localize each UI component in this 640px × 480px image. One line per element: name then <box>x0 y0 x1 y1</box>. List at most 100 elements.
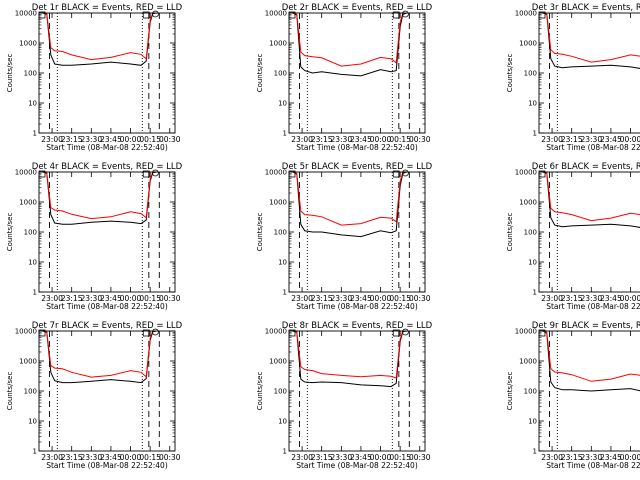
x-tick-label: 00:30 <box>159 135 181 144</box>
y-tick-label: 1 <box>533 289 537 297</box>
series-events-line <box>292 12 407 77</box>
series-lld-line <box>42 171 157 220</box>
y-tick-label: 10000 <box>265 10 287 18</box>
x-tick-label: 23:30 <box>330 135 352 144</box>
circle-marker <box>151 169 159 177</box>
x-tick-label: 23:45 <box>100 453 122 462</box>
y-axis-label: Counts/sec <box>506 213 514 252</box>
panel-title: Det 1r BLACK = Events, RED = LLD <box>32 3 183 13</box>
series-events-line <box>292 171 407 238</box>
x-tick-label: 23:15 <box>311 135 333 144</box>
x-tick-label: 23:30 <box>580 453 602 462</box>
series-lld-line <box>292 171 407 226</box>
plot-frame <box>288 171 426 293</box>
x-axis-label: Start Time (08-Mar-08 22:52:40) <box>46 143 168 152</box>
series-events-line <box>42 171 157 225</box>
x-tick-label: 23:15 <box>61 294 83 303</box>
y-tick-label: 1 <box>533 130 537 138</box>
x-tick-label: 23:30 <box>80 135 102 144</box>
x-tick-label: 00:00 <box>120 294 142 303</box>
panel-title: Det 3r BLACK = Events, RED = LLD <box>532 3 640 13</box>
x-tick-label: 00:00 <box>620 453 640 462</box>
y-tick-label: 10 <box>28 100 37 108</box>
y-axis-label: Counts/sec <box>6 54 14 93</box>
x-tick-label: 00:00 <box>620 135 640 144</box>
y-tick-label: 100 <box>524 388 537 396</box>
series-events-line <box>42 12 157 66</box>
panel-title: Det 6r BLACK = Events, RED = LLD <box>532 162 640 172</box>
y-tick-label: 100 <box>524 229 537 237</box>
panel-title: Det 5r BLACK = Events, RED = LLD <box>282 162 433 172</box>
series-events-line <box>542 330 640 392</box>
y-tick-label: 10 <box>278 259 287 267</box>
x-tick-label: 00:15 <box>139 135 161 144</box>
x-tick-label: 23:30 <box>80 294 102 303</box>
series-lld-line <box>42 330 157 378</box>
x-tick-label: 00:15 <box>139 453 161 462</box>
y-tick-label: 1000 <box>19 40 37 48</box>
plot-frame <box>38 330 176 452</box>
x-tick-label: 23:15 <box>561 294 583 303</box>
panel-title: Det 7r BLACK = Events, RED = LLD <box>32 321 183 331</box>
panel-title: Det 9r BLACK = Events, RED = LLD <box>532 321 640 331</box>
x-tick-label: 23:00 <box>291 294 313 303</box>
detector-panel-4: Det 4r BLACK = Events, RED = LLD Counts/s… <box>6 162 183 311</box>
x-tick-label: 23:15 <box>561 453 583 462</box>
detector-panel-2: Det 2r BLACK = Events, RED = LLD Counts/s… <box>256 3 433 152</box>
series-lld-line <box>42 12 157 61</box>
y-tick-label: 10000 <box>15 10 37 18</box>
detector-panel-6: Det 6r BLACK = Events, RED = LLD Counts/s… <box>506 162 640 311</box>
plot-frame <box>538 330 640 452</box>
y-tick-label: 1000 <box>519 199 537 207</box>
y-tick-label: 1 <box>283 130 287 138</box>
y-tick-label: 1 <box>33 289 37 297</box>
y-tick-label: 1 <box>33 130 37 138</box>
x-tick-label: 23:45 <box>100 294 122 303</box>
x-tick-label: 23:15 <box>311 453 333 462</box>
x-tick-label: 23:00 <box>41 135 63 144</box>
y-tick-label: 1 <box>33 448 37 456</box>
y-tick-label: 10 <box>528 259 537 267</box>
x-tick-label: 23:00 <box>41 294 63 303</box>
x-tick-label: 23:45 <box>600 135 622 144</box>
series-lld-line <box>292 330 407 379</box>
x-tick-label: 00:00 <box>370 453 392 462</box>
series-events-line <box>542 171 640 228</box>
plot-frame <box>288 12 426 134</box>
y-tick-label: 10000 <box>515 10 537 18</box>
x-axis-label: Start Time (08-Mar-08 22:52:40) <box>546 143 640 152</box>
y-tick-label: 1000 <box>269 40 287 48</box>
x-tick-label: 00:30 <box>409 135 431 144</box>
x-tick-label: 00:15 <box>139 294 161 303</box>
y-tick-label: 100 <box>24 388 37 396</box>
y-tick-label: 10 <box>278 418 287 426</box>
y-tick-label: 10 <box>278 100 287 108</box>
y-tick-label: 1000 <box>269 358 287 366</box>
x-tick-label: 23:45 <box>600 294 622 303</box>
square-marker <box>142 11 150 19</box>
x-tick-label: 00:15 <box>389 453 411 462</box>
x-tick-label: 23:30 <box>80 453 102 462</box>
plot-frame <box>538 171 640 293</box>
x-tick-label: 23:30 <box>580 294 602 303</box>
panel-title: Det 8r BLACK = Events, RED = LLD <box>282 321 433 331</box>
y-axis-label: Counts/sec <box>256 54 264 93</box>
x-tick-label: 23:45 <box>350 453 372 462</box>
series-lld-line <box>542 171 640 222</box>
y-tick-label: 100 <box>274 229 287 237</box>
plot-frame <box>538 12 640 134</box>
x-tick-label: 00:15 <box>389 135 411 144</box>
y-tick-label: 100 <box>24 70 37 78</box>
series-lld-line <box>542 330 640 382</box>
x-tick-label: 00:15 <box>389 294 411 303</box>
x-tick-label: 23:00 <box>541 453 563 462</box>
x-tick-label: 00:30 <box>409 453 431 462</box>
y-tick-label: 10000 <box>15 169 37 177</box>
y-tick-label: 10000 <box>265 328 287 336</box>
y-tick-label: 100 <box>274 388 287 396</box>
y-axis-label: Counts/sec <box>6 372 14 411</box>
x-tick-label: 23:00 <box>291 135 313 144</box>
x-tick-label: 00:00 <box>370 135 392 144</box>
panel-title: Det 4r BLACK = Events, RED = LLD <box>32 162 183 172</box>
